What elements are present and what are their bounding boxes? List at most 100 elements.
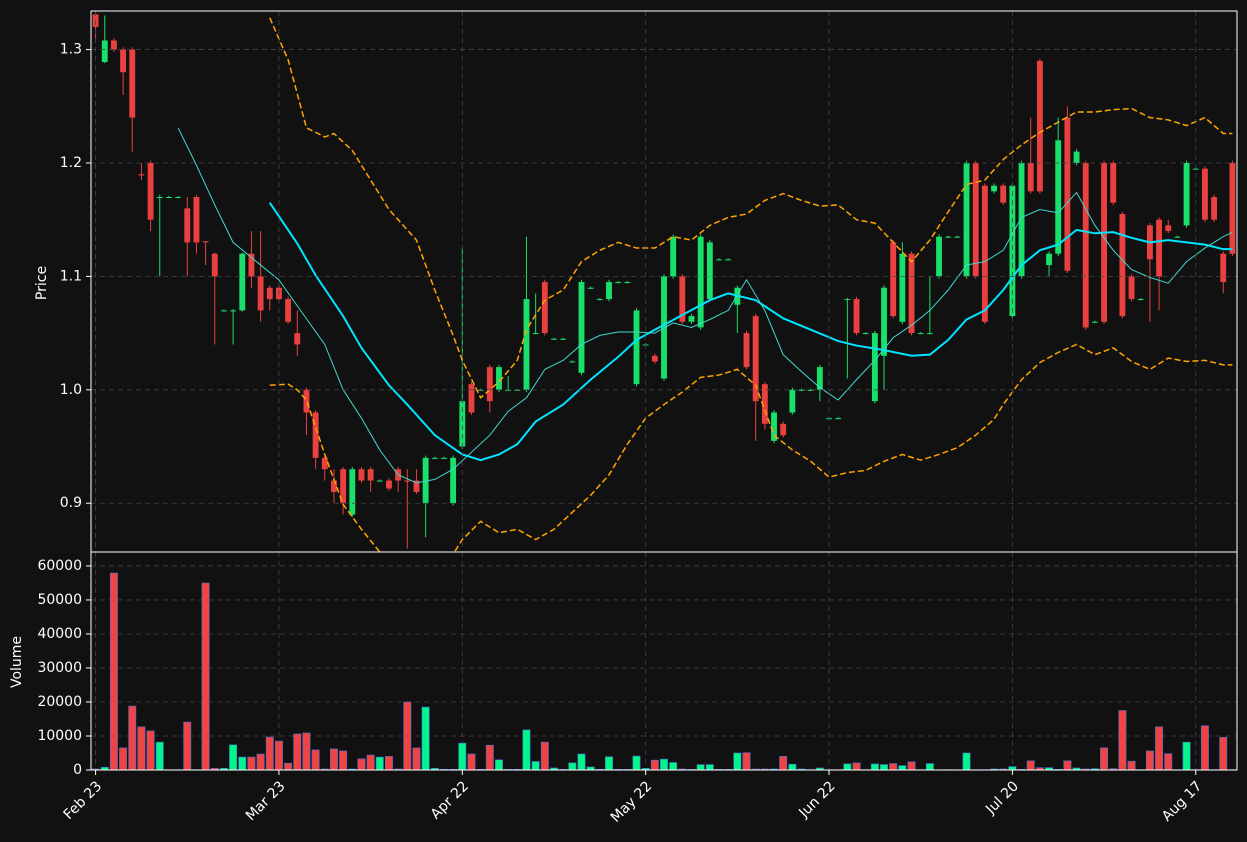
candle-body	[450, 457, 457, 504]
candle-body	[1211, 197, 1218, 220]
candle-body	[816, 367, 823, 390]
volume-bar	[311, 749, 320, 771]
volume-frame	[90, 551, 1238, 771]
candle-body	[221, 310, 227, 312]
candle-body	[386, 480, 392, 489]
candle-body	[761, 384, 768, 424]
overlay-line	[268, 202, 1233, 462]
candle-body	[789, 389, 796, 413]
candle-body	[331, 480, 337, 492]
candle-body	[257, 276, 264, 311]
volume-bar	[421, 706, 430, 771]
overlay-line	[269, 343, 1233, 552]
volume-bar	[256, 753, 265, 771]
candle-body	[899, 253, 906, 322]
volume-bar	[1200, 725, 1209, 771]
candle-body	[541, 282, 548, 334]
candle-body	[1064, 117, 1071, 271]
candle-body	[156, 197, 163, 199]
candle-body	[147, 162, 154, 220]
volume-bar	[1164, 753, 1173, 771]
candle-body	[945, 236, 952, 238]
volume-bar	[1026, 760, 1035, 771]
candle-body	[743, 333, 750, 368]
volume-bar	[788, 763, 797, 771]
volume-bar	[458, 742, 467, 771]
candle-body	[248, 253, 255, 277]
candle-body	[138, 174, 145, 176]
volume-bar	[1155, 726, 1164, 771]
volume-bar	[907, 761, 916, 771]
candle-body	[165, 197, 172, 199]
volume-bar	[467, 753, 476, 771]
volume-bar	[531, 761, 540, 771]
candle-body	[560, 338, 567, 340]
candle-body	[679, 276, 686, 322]
candle-body	[651, 355, 658, 362]
y-tick-label: 0.9	[60, 495, 82, 511]
candle-body	[376, 480, 383, 482]
volume-axis-label: Volume	[9, 636, 25, 688]
candle-body	[523, 299, 530, 390]
volume-bar	[880, 764, 888, 771]
volume-bar	[540, 741, 549, 771]
y-tick-label: 30000	[37, 660, 82, 676]
candle-body	[991, 185, 997, 192]
volume-bar	[1145, 750, 1154, 771]
candle-body	[798, 389, 805, 391]
candle-body	[340, 469, 347, 504]
candle-body	[1229, 162, 1236, 254]
candle-body	[1055, 140, 1062, 254]
volume-bar	[137, 726, 146, 771]
volume-bar	[898, 765, 907, 771]
volume-bar	[605, 756, 613, 771]
volume-bar	[109, 572, 118, 771]
candle-body	[697, 236, 704, 328]
volume-bar	[962, 752, 971, 771]
candle-body	[771, 412, 777, 441]
candle-body	[624, 282, 631, 284]
candle-body	[981, 185, 988, 322]
volume-bar	[119, 747, 128, 771]
volume-bar	[403, 701, 412, 771]
candle-body	[688, 316, 695, 322]
y-tick-label: 1.0	[60, 382, 82, 398]
candle-body	[780, 423, 787, 436]
volume-bar	[889, 763, 898, 771]
candle-body	[926, 333, 933, 335]
candle-body	[230, 310, 237, 312]
overlay-line	[177, 127, 1233, 484]
candle-body	[303, 389, 310, 413]
candle-body	[285, 299, 292, 322]
candle-body	[1091, 321, 1098, 323]
candle-body	[1165, 225, 1172, 232]
volume-bar	[302, 732, 311, 771]
volume-bar	[522, 729, 531, 771]
candle-body	[321, 457, 328, 470]
candle-body	[266, 287, 273, 300]
volume-bar	[870, 763, 879, 771]
volume-bar	[284, 762, 293, 771]
candle-body	[716, 259, 722, 261]
volume-bar	[485, 744, 494, 771]
volume-bar	[274, 740, 283, 771]
volume-bar	[1182, 741, 1191, 771]
candle-body	[1073, 151, 1080, 163]
candle-body	[706, 242, 713, 300]
candle-body	[936, 236, 942, 277]
overlay-line	[269, 17, 1233, 399]
candle-body	[211, 253, 218, 277]
volume-bar	[1063, 760, 1072, 771]
candle-body	[615, 282, 622, 284]
volume-bar	[1127, 760, 1136, 771]
candle-body	[1082, 162, 1089, 328]
candle-body	[1036, 60, 1043, 192]
candle-body	[358, 469, 365, 481]
volume-bar	[183, 721, 192, 771]
candle-body	[1128, 276, 1135, 300]
candle-body	[1192, 168, 1199, 170]
volume-bar	[357, 758, 366, 771]
candle-body	[881, 287, 887, 356]
